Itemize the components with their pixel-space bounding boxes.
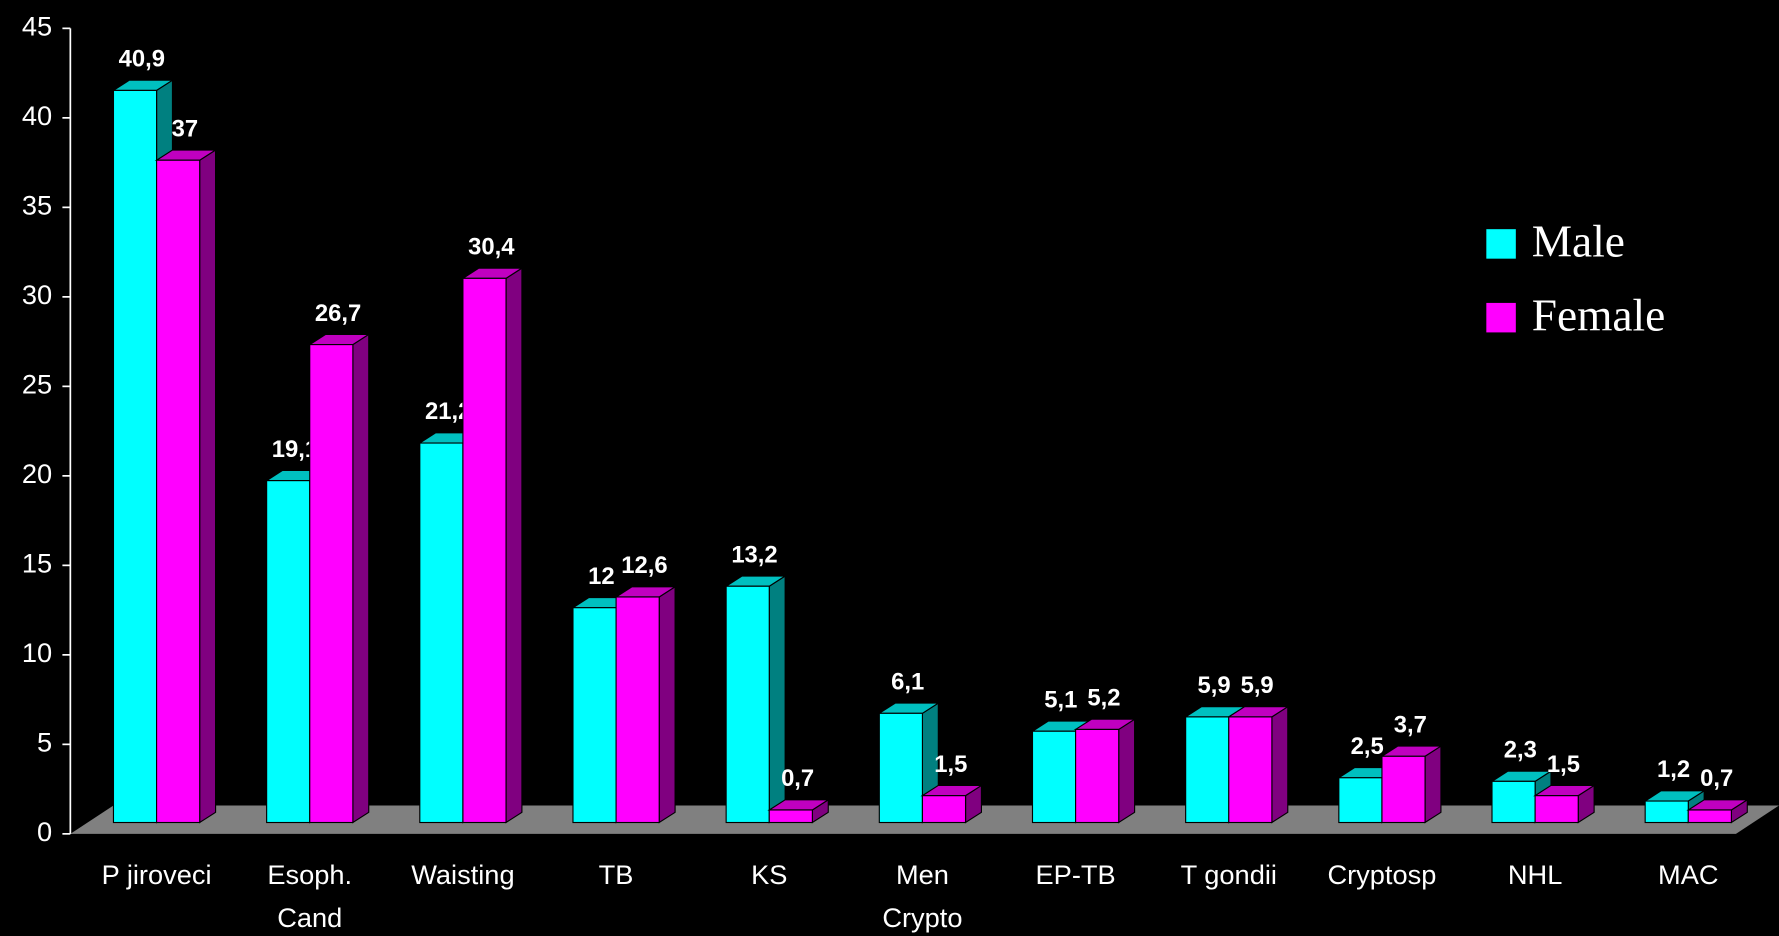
plot: 0 5 10 15 20 25 30 35 40 45 P jiroveci Esoph. Cand Wa… (22, 11, 1779, 933)
bar (462, 277, 507, 824)
x-tick-label: TB (599, 859, 634, 890)
value-label: 40,9 (119, 46, 165, 73)
legend-label: Male (1532, 217, 1625, 267)
x-tick-label: MAC (1658, 859, 1719, 890)
y-tick-label: 10 (22, 637, 52, 668)
x-tick-label: KS (751, 859, 787, 890)
bar (112, 89, 158, 824)
value-label: 0,7 (1700, 765, 1733, 792)
value-label: 2,5 (1351, 733, 1384, 760)
bar-side (1424, 745, 1442, 824)
x-tick-label: Waisting (411, 859, 514, 890)
value-label: 1,5 (1547, 751, 1580, 778)
bar (1185, 716, 1230, 824)
value-label: 30,4 (468, 234, 515, 261)
bar (725, 585, 770, 824)
x-tick-label: T gondii (1181, 859, 1277, 890)
bar (1075, 728, 1120, 824)
value-label: 3,7 (1394, 711, 1427, 738)
legend-swatch (1486, 302, 1516, 333)
value-label: 1,2 (1657, 756, 1690, 783)
bar (1031, 730, 1077, 824)
x-tick-label: EP-TB (1036, 859, 1116, 890)
value-label: 12 (588, 563, 615, 590)
bar (156, 159, 201, 824)
bar-side (1118, 718, 1136, 824)
y-tick-label: 45 (22, 11, 52, 42)
y-tick-label: 35 (22, 190, 52, 221)
bar-side (505, 267, 523, 824)
legend-label: Female (1532, 290, 1666, 340)
legend-swatch (1486, 229, 1516, 259)
value-label: 26,7 (315, 300, 361, 327)
bar (572, 607, 617, 824)
bar (309, 344, 354, 824)
bar-side (1271, 705, 1289, 824)
y-tick-label: 25 (22, 369, 52, 400)
bar-side (352, 333, 370, 824)
bar (878, 712, 923, 824)
value-label: 5,9 (1197, 672, 1230, 699)
bar (615, 596, 660, 824)
y-tick-label: 5 (37, 727, 52, 758)
x-tick-label: Men Crypto (882, 859, 962, 933)
bar (768, 809, 813, 824)
value-label: 5,1 (1044, 686, 1077, 713)
bar-side (199, 148, 217, 824)
bar (921, 795, 967, 824)
y-tick-label: 0 (37, 816, 52, 847)
value-label: 1,5 (934, 751, 967, 778)
y-tick-label: 40 (22, 100, 52, 131)
x-tick-label: NHL (1508, 859, 1562, 890)
x-tick-label: Esoph. Cand (267, 859, 352, 933)
x-tick-label: P jiroveci (102, 859, 212, 890)
y-tick-label: 20 (22, 458, 52, 489)
value-label: 13,2 (731, 541, 777, 568)
bar (1644, 800, 1689, 824)
bar (1228, 716, 1273, 824)
bar (1381, 755, 1426, 824)
bar (266, 480, 311, 824)
bar (1338, 777, 1383, 824)
y-tick-label: 15 (22, 548, 52, 579)
value-label: 12,6 (621, 552, 667, 579)
bar-side (658, 585, 676, 824)
bar (1491, 780, 1536, 824)
value-label: 37 (172, 115, 199, 142)
bar (1534, 795, 1579, 824)
y-tick-label: 30 (22, 279, 52, 310)
bar (1687, 809, 1732, 824)
value-label: 6,1 (891, 668, 924, 695)
x-tick-label: Cryptosp (1327, 859, 1436, 890)
bar (419, 442, 464, 824)
value-label: 0,7 (781, 765, 814, 792)
value-label: 5,2 (1087, 685, 1120, 712)
value-label: 2,3 (1504, 737, 1537, 764)
value-label: 5,9 (1241, 672, 1274, 699)
